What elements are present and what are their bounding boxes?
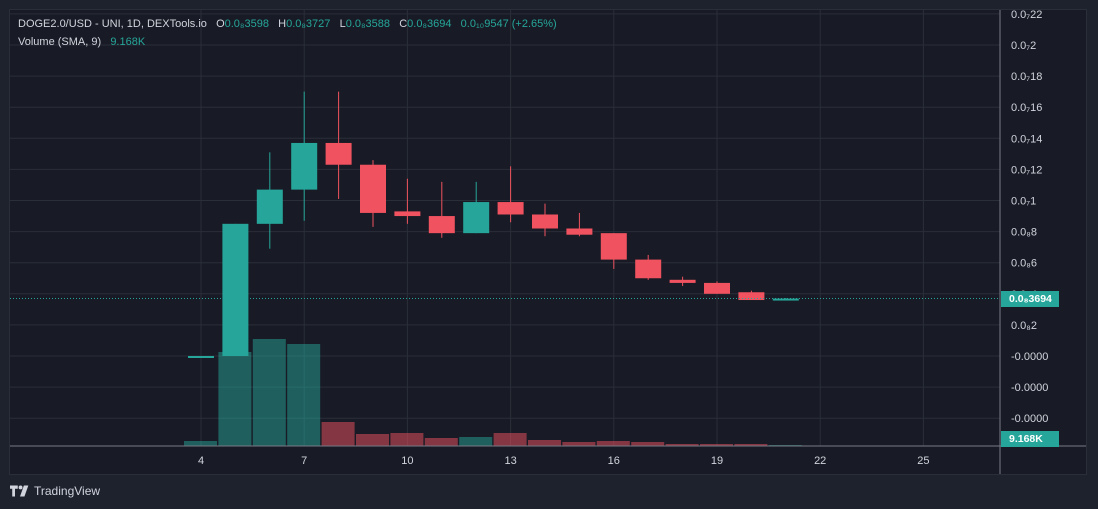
- candle-body: [738, 292, 765, 301]
- volume-tag: 9.168K: [1001, 431, 1059, 447]
- volume-label[interactable]: Volume (SMA, 9): [18, 36, 102, 48]
- time-tick-label: 25: [917, 455, 929, 467]
- candle-body: [394, 211, 421, 217]
- volume-bar: [459, 437, 493, 446]
- high-value: 0.0₈3727: [286, 18, 331, 30]
- time-tick-label: 16: [608, 455, 620, 467]
- candle-body: [222, 223, 249, 356]
- candle-body: [463, 202, 490, 234]
- time-tick-label: 13: [504, 455, 516, 467]
- volume-bar: [252, 339, 286, 446]
- volume-bar: [528, 440, 561, 446]
- price-tick-label: 0.0₈6: [1011, 258, 1037, 270]
- candle-body: [600, 233, 627, 260]
- candle-body: [772, 298, 799, 301]
- candle-body: [256, 189, 283, 224]
- price-tick-label: 0.0₇18: [1011, 71, 1042, 83]
- ohlc-legend: DOGE2.0/USD - UNI, 1D, DEXTools.io O0.0₈…: [18, 18, 557, 30]
- price-tick-label: 0.0₇14: [1011, 133, 1042, 145]
- volume-bar: [700, 444, 733, 446]
- price-tick-label: 0.0₇1: [1011, 196, 1036, 208]
- grid-lines: [10, 10, 1000, 446]
- volume-bar: [218, 352, 252, 446]
- tradingview-icon: [10, 485, 29, 497]
- volume-bar: [390, 433, 424, 446]
- volume-bar: [356, 434, 389, 446]
- volume-legend: Volume (SMA, 9) 9.168K: [18, 36, 145, 48]
- low-label: L: [339, 18, 346, 30]
- price-tick-label: -0.0000: [1011, 351, 1048, 363]
- candle-body: [635, 259, 662, 279]
- volume-bar: [424, 438, 458, 446]
- volume-bar: [184, 441, 217, 446]
- last-price-tag: 0.0₈3694: [1001, 290, 1059, 307]
- candle-body: [325, 142, 352, 165]
- price-tick-label: 0.0₈8: [1011, 227, 1037, 239]
- brand-label: TradingView: [34, 484, 101, 498]
- price-tick-label: -0.0000: [1011, 382, 1048, 394]
- price-tick-label: 0.0₇16: [1011, 102, 1042, 114]
- time-axis[interactable]: 4 7 10 13 16 19 22 25: [198, 455, 930, 467]
- price-tick-label: 0.0₇12: [1011, 164, 1042, 176]
- candle-body: [532, 214, 558, 229]
- tradingview-logo[interactable]: TradingView: [10, 484, 100, 498]
- volume-value: 9.168K: [110, 36, 146, 48]
- time-tick-label: 4: [198, 455, 204, 467]
- open-label: O: [216, 18, 225, 30]
- volume-bars: [184, 339, 802, 446]
- open-value: 0.0₈3598: [224, 18, 269, 30]
- close-label: C: [399, 18, 408, 30]
- volume-bar: [562, 442, 596, 446]
- candle-body: [188, 356, 214, 358]
- volume-bar: [734, 444, 768, 446]
- volume-bar: [493, 433, 527, 446]
- high-label: H: [278, 18, 287, 30]
- volume-bar: [287, 344, 321, 446]
- volume-bar: [665, 444, 699, 446]
- candle-body: [566, 228, 593, 235]
- price-tick-label: -0.0000: [1011, 413, 1048, 425]
- time-tick-label: 7: [301, 455, 307, 467]
- candles: [188, 91, 799, 358]
- volume-bar: [321, 422, 355, 446]
- price-axis[interactable]: 0.0₇22 0.0₇2 0.0₇18 0.0₇16 0.0₇14 0.0₇12 0.0₇1…: [1011, 9, 1048, 425]
- candle-body: [497, 202, 524, 215]
- volume-bar: [596, 441, 630, 446]
- volume-bar: [631, 442, 665, 446]
- candle-body: [669, 279, 696, 283]
- price-tick-label: 0.0₈2: [1011, 320, 1037, 332]
- price-tick-label: 0.0₇2: [1011, 40, 1036, 52]
- candle-body: [428, 216, 455, 234]
- price-tick-label: 0.0₇22: [1011, 9, 1042, 21]
- candle-body: [291, 142, 318, 190]
- change-value: 0.0₁₀9547 (+2.65%): [460, 18, 557, 30]
- time-tick-label: 19: [711, 455, 723, 467]
- time-tick-label: 22: [814, 455, 826, 467]
- candle-body: [360, 164, 386, 213]
- close-value: 0.0₈3694: [407, 18, 452, 30]
- time-tick-label: 10: [401, 455, 413, 467]
- chart-frame[interactable]: [9, 9, 1087, 475]
- candle-body: [704, 282, 730, 294]
- symbol-title[interactable]: DOGE2.0/USD - UNI, 1D, DEXTools.io: [18, 18, 207, 30]
- low-value: 0.0₈3588: [345, 18, 391, 30]
